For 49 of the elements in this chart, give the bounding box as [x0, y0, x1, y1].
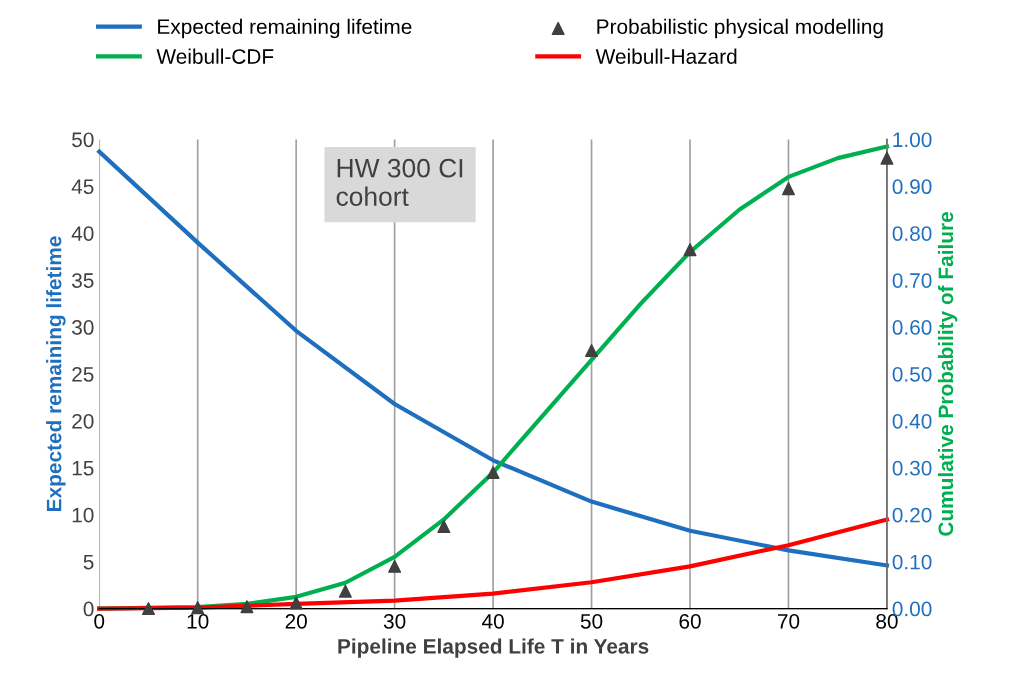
x-tick-label: 60	[679, 613, 701, 629]
y-axis-title: Expected remaining lifetime	[46, 236, 66, 511]
legend-label: Weibull-CDF	[156, 48, 274, 64]
y2-tick-label: 0.80	[892, 226, 932, 241]
x-tick-label: 50	[580, 613, 603, 629]
point	[781, 182, 795, 196]
point	[240, 600, 254, 614]
y-tick-label: 0	[83, 601, 94, 617]
y2-tick-label: 0.30	[892, 460, 932, 476]
annotation: HW 300 CI cohort	[336, 158, 463, 206]
x-tick-label: 10	[187, 613, 209, 629]
legend-label: Probabilistic physical modelling	[597, 18, 883, 39]
point	[191, 601, 205, 615]
point	[486, 466, 500, 480]
y2-axis-title: Cumulative Probability of Failure	[937, 212, 958, 536]
y2-tick-label: 0.70	[892, 273, 932, 288]
y-tick-label: 20	[72, 413, 94, 429]
point	[437, 519, 451, 533]
y-tick-label: 50	[72, 132, 94, 148]
y-tick-label: 10	[72, 507, 94, 523]
point	[683, 243, 697, 257]
y2-tick-label: 0.40	[892, 413, 932, 429]
y2-tick-label: 1.00	[893, 132, 932, 148]
y2-tick-label: 0.60	[892, 320, 932, 335]
point	[289, 596, 303, 610]
x-tick-label: 30	[383, 613, 406, 629]
y-tick-label: 45	[71, 179, 94, 195]
y-tick-label: 40	[71, 226, 94, 241]
x-axis-title: Pipeline Elapsed Life T in Years	[338, 638, 649, 658]
legend-label: Expected remaining lifetime	[158, 18, 412, 39]
y2-tick-label: 0.10	[892, 554, 932, 570]
y-tick-label: 25	[72, 366, 94, 382]
point	[141, 602, 155, 616]
y2-tick-label: 0.20	[892, 507, 932, 523]
y2-tick-label: 0.90	[892, 179, 932, 195]
x-tick-label: 20	[285, 613, 307, 629]
point	[388, 559, 402, 573]
y-tick-label: 5	[83, 554, 94, 570]
y-tick-label: 35	[71, 273, 94, 288]
x-tick-label: 0	[94, 613, 105, 629]
y-tick-label: 15	[72, 461, 94, 476]
y2-tick-label: 0.50	[892, 366, 932, 382]
legend-label: Weibull-Hazard	[595, 48, 737, 64]
x-tick-label: 40	[481, 613, 504, 629]
x-tick-label: 70	[777, 613, 800, 629]
point	[585, 344, 599, 358]
point	[338, 584, 352, 598]
y-tick-label: 30	[71, 320, 94, 335]
point	[880, 151, 894, 165]
